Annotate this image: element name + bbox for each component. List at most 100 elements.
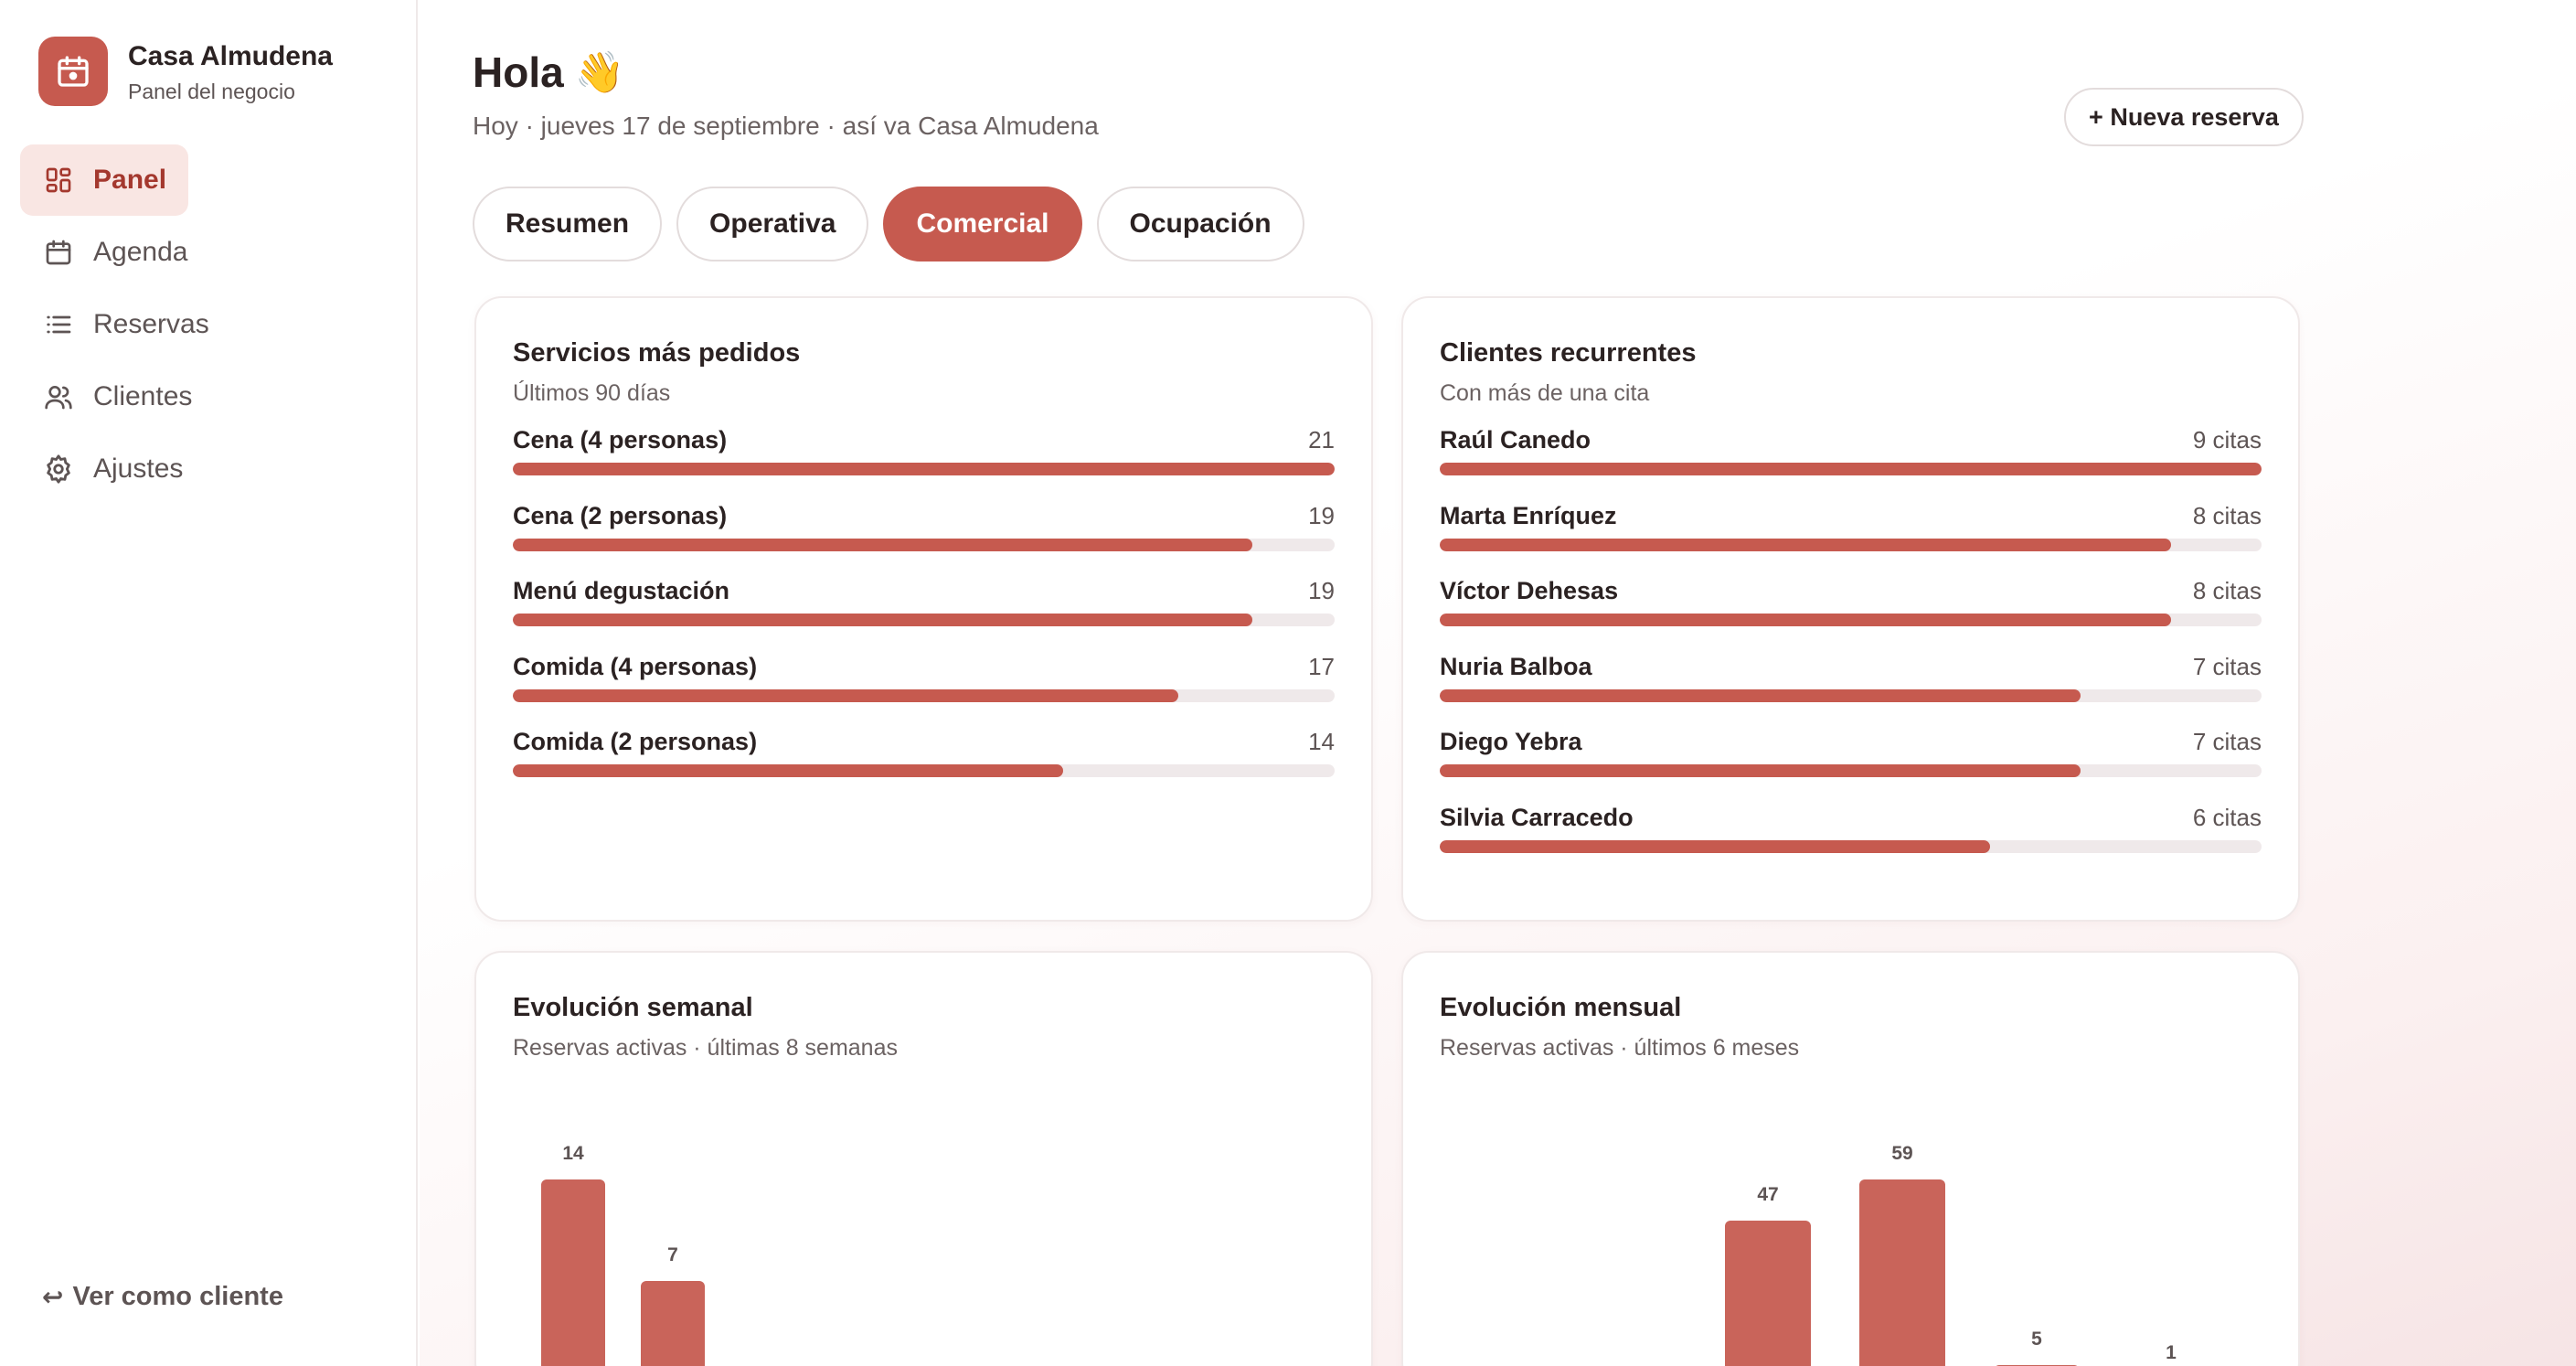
main-content: Hola 👋 Hoy · jueves 17 de septiembre · a… (420, 0, 2576, 1366)
card-title: Clientes recurrentes (1440, 338, 1697, 368)
monthly-bar-label: 5 (2031, 1329, 2042, 1350)
weekly-bar-label: 7 (667, 1244, 678, 1265)
item-value: 7 citas (2192, 728, 2262, 755)
services-list: Cena (4 personas) 21 Cena (2 personas) 19 Me… (513, 426, 1335, 804)
item-value: 17 (1308, 652, 1335, 680)
item-label: Menú degustación (513, 577, 730, 604)
item-label: Víctor Dehesas (1440, 577, 1619, 604)
progress-fill (1440, 614, 2172, 626)
progress-track (1440, 463, 2262, 475)
progress-fill (513, 538, 1253, 551)
card-subtitle: Últimos 90 días (513, 380, 671, 406)
progress-track (1440, 839, 2262, 853)
sidebar-item-label: Reservas (93, 309, 209, 339)
top-services-card: Servicios más pedidos Últimos 90 días Ce… (474, 296, 1373, 922)
greeting-text: Hola (473, 48, 564, 96)
item-label: Marta Enríquez (1440, 501, 1617, 529)
progress-track (1440, 688, 2262, 702)
progress-track (513, 764, 1335, 777)
sidebar-item-ajustes[interactable]: Ajustes (20, 433, 205, 505)
clients-list: Raúl Canedo 9 citas Marta Enríquez 8 citas V… (1440, 426, 2262, 879)
progress-fill (513, 764, 1064, 777)
brand-name: Casa Almudena (128, 40, 333, 71)
list-item: Diego Yebra 7 citas (1440, 728, 2262, 804)
users-icon (42, 380, 75, 413)
new-reservation-button[interactable]: + Nueva reserva (2064, 88, 2304, 146)
weekly-bar-label: 14 (562, 1143, 584, 1164)
list-item: Víctor Dehesas 8 citas (1440, 577, 2262, 653)
waving-hand-icon: 👋 (574, 50, 625, 95)
return-arrow-icon: ↩ (42, 1283, 64, 1311)
item-label: Nuria Balboa (1440, 652, 1592, 680)
progress-fill (513, 614, 1253, 626)
monthly-bar-chart: 47 59 5 1 (1440, 1117, 2265, 1366)
progress-fill (513, 463, 1335, 475)
list-icon (42, 308, 75, 341)
tab-operativa[interactable]: Operativa (676, 187, 869, 261)
sidebar-item-panel[interactable]: Panel (20, 144, 189, 216)
list-item: Cena (2 personas) 19 (513, 502, 1335, 578)
monthly-evolution-card: Evolución mensual Reservas activas · últ… (1401, 951, 2300, 1366)
brand-subtitle: Panel del negocio (128, 79, 295, 103)
progress-track (513, 463, 1335, 475)
calendar-logo-icon (38, 37, 108, 106)
monthly-bar-label: 1 (2166, 1342, 2177, 1363)
monthly-bar-label: 47 (1757, 1184, 1779, 1206)
weekly-evolution-card: Evolución semanal Reservas activas · últ… (474, 951, 1373, 1366)
item-value: 21 (1308, 426, 1335, 454)
progress-fill (1440, 688, 2081, 702)
page-title: Hola 👋 (473, 48, 624, 97)
weekly-bar (641, 1281, 705, 1366)
item-label: Silvia Carracedo (1440, 803, 1634, 831)
item-label: Cena (2 personas) (513, 501, 728, 529)
item-label: Cena (4 personas) (513, 426, 728, 454)
dashboard-icon (42, 164, 75, 197)
sidebar-item-label: Agenda (93, 237, 188, 267)
item-label: Comida (2 personas) (513, 728, 758, 755)
item-value: 8 citas (2192, 577, 2262, 604)
item-label: Raúl Canedo (1440, 426, 1591, 454)
monthly-bar (1725, 1221, 1811, 1366)
progress-fill (1440, 463, 2262, 475)
sidebar-item-label: Ajustes (93, 454, 184, 484)
view-as-client-label: Ver como cliente (72, 1282, 283, 1311)
list-item: Nuria Balboa 7 citas (1440, 653, 2262, 729)
tab-ocupacion[interactable]: Ocupación (1096, 187, 1304, 261)
list-item: Comida (4 personas) 17 (513, 653, 1335, 729)
item-value: 7 citas (2192, 652, 2262, 680)
sidebar-item-label: Panel (93, 165, 167, 195)
weekly-bar (541, 1179, 605, 1366)
monthly-bar-label: 59 (1891, 1143, 1913, 1164)
sidebar: Casa Almudena Panel del negocio Panel (0, 0, 418, 1366)
sidebar-nav: Panel Agenda (20, 144, 398, 506)
progress-track (513, 538, 1335, 551)
weekly-bar-chart: 14 7 (513, 1117, 1338, 1366)
card-title: Evolución semanal (513, 993, 753, 1022)
item-value: 19 (1308, 501, 1335, 529)
tab-bar: Resumen Operativa Comercial Ocupación (473, 187, 1319, 261)
progress-track (513, 614, 1335, 626)
progress-track (1440, 764, 2262, 777)
calendar-icon (42, 236, 75, 269)
page-subtitle: Hoy · jueves 17 de septiembre · así va C… (473, 112, 1099, 140)
item-value: 9 citas (2192, 426, 2262, 454)
list-item: Silvia Carracedo 6 citas (1440, 804, 2262, 880)
progress-track (513, 688, 1335, 702)
sidebar-item-reservas[interactable]: Reservas (20, 289, 231, 360)
list-item: Marta Enríquez 8 citas (1440, 502, 2262, 578)
progress-track (1440, 614, 2262, 626)
view-as-client-link[interactable]: ↩ Ver como cliente (42, 1282, 283, 1312)
item-label: Comida (4 personas) (513, 652, 758, 680)
gear-icon (42, 453, 75, 486)
sidebar-item-clientes[interactable]: Clientes (20, 361, 214, 432)
card-title: Evolución mensual (1440, 993, 1682, 1022)
list-item: Cena (4 personas) 21 (513, 426, 1335, 502)
tab-resumen[interactable]: Resumen (473, 187, 663, 261)
recurring-clients-card: Clientes recurrentes Con más de una cita… (1401, 296, 2300, 922)
progress-fill (1440, 764, 2081, 777)
progress-track (1440, 538, 2262, 551)
progress-fill (1440, 839, 1991, 853)
brand: Casa Almudena Panel del negocio (38, 37, 333, 106)
sidebar-item-agenda[interactable]: Agenda (20, 217, 209, 288)
tab-comercial[interactable]: Comercial (883, 187, 1082, 261)
